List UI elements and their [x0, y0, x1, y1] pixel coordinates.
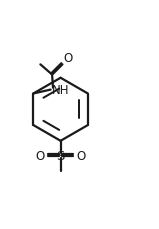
Text: O: O [35, 150, 44, 163]
Text: O: O [63, 51, 73, 64]
Text: NH: NH [51, 84, 69, 97]
Text: S: S [56, 150, 65, 163]
Text: O: O [77, 150, 86, 163]
